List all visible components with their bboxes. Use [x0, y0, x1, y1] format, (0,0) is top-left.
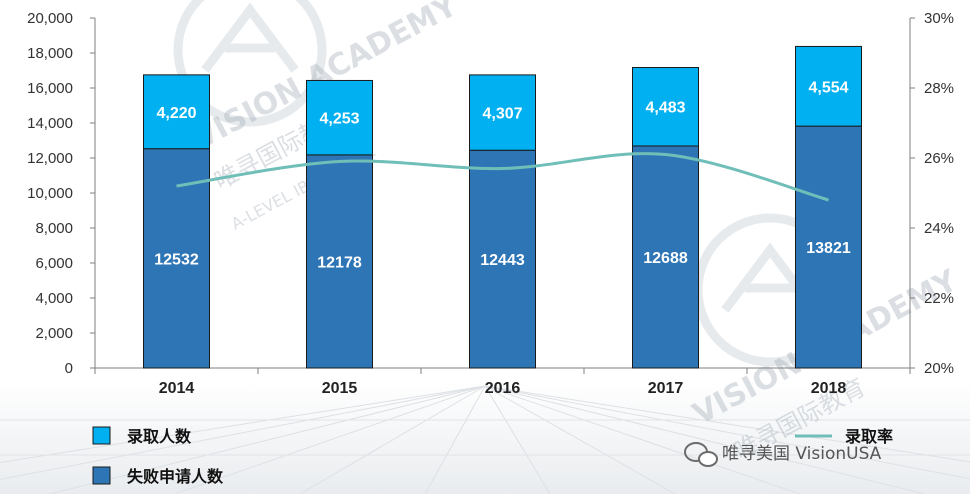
axes-layer: 0 2,000 4,000 6,000 8,000 10,000 12,000 14,000 1…	[27, 10, 954, 397]
right-axis-tick-label: 26%	[924, 150, 954, 167]
bar-rejected-applicants	[632, 145, 699, 369]
floor-perspective-line	[0, 385, 486, 463]
data-label-rejected: 12443	[480, 252, 525, 269]
floor-perspective-line	[484, 385, 970, 480]
data-label-admitted: 4,554	[808, 79, 848, 96]
x-axis-category-label: 2014	[159, 380, 195, 397]
right-axis-tick-label: 24%	[924, 220, 954, 237]
right-axis-tick-label: 28%	[924, 80, 954, 97]
left-axis-tick-label: 4,000	[35, 290, 73, 307]
bar-admitted-students	[632, 67, 699, 147]
left-axis-tick-label: 18,000	[27, 45, 73, 62]
data-label-admitted: 4,483	[645, 100, 685, 117]
left-axis-tick-label: 2,000	[35, 325, 73, 342]
data-label-rejected: 12178	[317, 254, 362, 271]
legend-swatch-rejected	[92, 466, 111, 485]
bar-admitted-students	[795, 45, 862, 127]
data-label-rejected: 12532	[154, 251, 199, 268]
left-axis-tick-label: 12,000	[27, 150, 73, 167]
left-axis-tick-label: 20,000	[27, 10, 73, 27]
floor-perspective-line	[424, 385, 486, 494]
floor-perspective-line	[0, 385, 486, 481]
right-axis-tick-label: 20%	[924, 360, 954, 377]
x-axis-category-label: 2017	[648, 380, 684, 397]
data-labels-layer: 12532 4,220 12178 4,253 12443 4,307 12688 4,483…	[154, 79, 851, 271]
bar-admitted-students	[143, 74, 210, 150]
floor-perspective-line	[49, 385, 486, 494]
data-label-admitted: 4,220	[156, 105, 196, 122]
data-label-admitted: 4,307	[482, 106, 522, 123]
bar-rejected-applicants	[306, 154, 373, 369]
floor-perspective-line	[484, 385, 551, 494]
legend-label-admitted: 录取人数	[127, 427, 192, 446]
credit-text: 唯寻美国 VisionUSA	[722, 444, 882, 464]
legend-label-rejected: 失败申请人数	[127, 467, 224, 486]
bar-admitted-students	[469, 74, 536, 151]
line-layer	[176, 152, 829, 202]
floor-perspective-line	[484, 385, 926, 494]
floor-perspective-line	[484, 385, 801, 494]
legend-swatch-admitted	[92, 426, 111, 445]
floor-perspective-line	[299, 385, 486, 494]
bar-admitted-students	[306, 79, 373, 156]
right-axis-tick-label: 30%	[924, 10, 954, 27]
floor-perspective-line	[174, 385, 486, 494]
admission-rate-line	[176, 152, 829, 202]
watermark-logo-ring	[173, 0, 327, 127]
data-label-rejected: 12688	[643, 250, 688, 267]
left-axis-tick-label: 6,000	[35, 255, 73, 272]
wechat-icon	[698, 451, 718, 467]
left-axis-tick-label: 14,000	[27, 115, 73, 132]
x-axis-category-label: 2018	[811, 380, 847, 397]
data-label-rejected: 13821	[806, 240, 851, 257]
left-axis-tick-label: 0	[65, 360, 73, 377]
watermark-logo-mark	[201, 2, 299, 73]
x-axis-category-label: 2016	[485, 380, 521, 397]
floor-perspective-line	[484, 385, 970, 463]
left-axis-tick-label: 8,000	[35, 220, 73, 237]
bar-rejected-applicants	[469, 149, 536, 369]
bars-layer	[143, 45, 862, 369]
left-axis-tick-label: 16,000	[27, 80, 73, 97]
x-axis-category-label: 2015	[322, 380, 358, 397]
right-axis-tick-label: 22%	[924, 290, 954, 307]
data-label-admitted: 4,253	[319, 111, 359, 128]
left-axis-tick-label: 10,000	[27, 185, 73, 202]
legend-label-rate: 录取率	[845, 427, 893, 446]
floor-perspective-line	[484, 385, 676, 494]
bar-rejected-applicants	[795, 125, 862, 369]
